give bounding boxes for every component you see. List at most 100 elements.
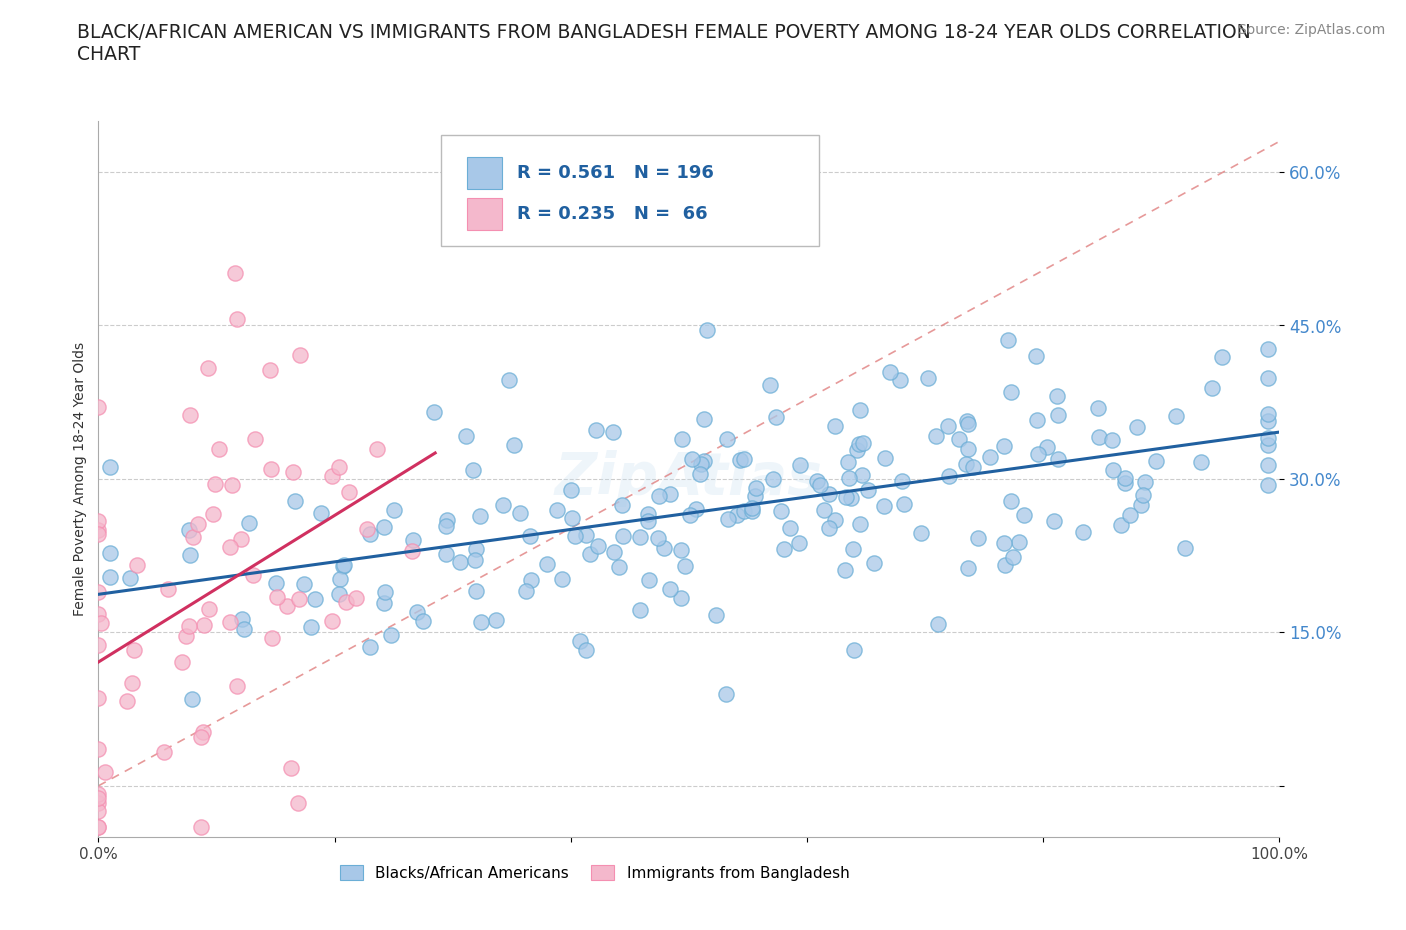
Point <box>1046 408 1069 423</box>
Point <box>344 591 367 605</box>
Point <box>335 594 357 609</box>
Point <box>309 505 332 520</box>
Point <box>569 633 592 648</box>
Point <box>824 418 846 433</box>
Point <box>957 561 980 576</box>
Point <box>226 678 249 693</box>
Point <box>834 489 856 504</box>
Point <box>585 422 607 437</box>
Point <box>226 312 249 326</box>
Point <box>603 545 626 560</box>
FancyBboxPatch shape <box>467 157 502 189</box>
Point <box>321 469 343 484</box>
Point <box>243 432 266 446</box>
Point <box>956 417 979 432</box>
Point <box>770 504 793 519</box>
Point <box>873 498 896 513</box>
Point <box>190 819 212 834</box>
Point <box>648 488 671 503</box>
Point <box>520 572 543 587</box>
Point <box>938 469 960 484</box>
Point <box>685 501 707 516</box>
Point <box>231 612 253 627</box>
Point <box>741 501 763 516</box>
Point <box>588 538 610 553</box>
Point <box>1132 487 1154 502</box>
Point <box>461 462 484 477</box>
Point <box>610 498 633 512</box>
Point <box>328 459 350 474</box>
Point <box>879 365 901 379</box>
Point <box>936 418 959 433</box>
Point <box>852 435 875 450</box>
Point <box>962 459 984 474</box>
Point <box>373 519 395 534</box>
Point <box>637 513 659 528</box>
Point <box>1119 508 1142 523</box>
Point <box>292 577 315 591</box>
Point <box>221 477 243 492</box>
Point <box>283 465 305 480</box>
Point <box>1001 550 1024 565</box>
Point <box>725 508 748 523</box>
Point <box>536 556 558 571</box>
Point <box>575 528 598 543</box>
Point <box>717 512 740 526</box>
Point <box>304 592 326 607</box>
Point <box>1257 370 1279 385</box>
Point <box>187 516 209 531</box>
Point <box>637 507 659 522</box>
Point <box>1102 463 1125 478</box>
Point <box>299 619 322 634</box>
Point <box>849 402 872 417</box>
Point <box>436 512 458 527</box>
Text: Source: ZipAtlas.com: Source: ZipAtlas.com <box>1237 23 1385 37</box>
Point <box>402 532 425 547</box>
Point <box>87 804 110 819</box>
FancyBboxPatch shape <box>467 198 502 231</box>
Point <box>638 573 661 588</box>
Point <box>1026 412 1049 427</box>
Point <box>464 583 486 598</box>
Point <box>817 520 839 535</box>
Point <box>1130 498 1153 512</box>
Point <box>465 541 488 556</box>
Point <box>519 528 541 543</box>
Point <box>280 761 302 776</box>
Point <box>328 587 350 602</box>
Point <box>198 602 221 617</box>
Point <box>219 615 242 630</box>
Point <box>115 694 138 709</box>
Point <box>406 604 429 619</box>
Point <box>1109 517 1132 532</box>
Point <box>1114 471 1136 485</box>
Point <box>779 521 801 536</box>
Point <box>602 424 624 439</box>
Point <box>468 509 491 524</box>
Point <box>382 502 405 517</box>
Point <box>259 461 281 476</box>
Point <box>98 569 121 584</box>
Point <box>208 441 231 456</box>
Point <box>260 631 283 645</box>
Point <box>87 584 110 599</box>
Point <box>875 451 897 466</box>
Point <box>1211 350 1233 365</box>
Point <box>956 413 979 428</box>
Point <box>1012 508 1035 523</box>
Point <box>177 619 200 634</box>
Text: R = 0.561   N = 196: R = 0.561 N = 196 <box>516 164 713 182</box>
Point <box>927 617 949 631</box>
Point <box>733 504 755 519</box>
Point <box>218 540 240 555</box>
Point <box>917 370 939 385</box>
Point <box>813 502 835 517</box>
Point <box>1043 513 1066 528</box>
Point <box>337 485 360 499</box>
Legend: Blacks/African Americans, Immigrants from Bangladesh: Blacks/African Americans, Immigrants fro… <box>333 858 855 886</box>
Point <box>120 571 142 586</box>
Point <box>733 452 755 467</box>
Point <box>848 436 870 451</box>
Point <box>834 562 856 577</box>
Point <box>824 512 846 527</box>
